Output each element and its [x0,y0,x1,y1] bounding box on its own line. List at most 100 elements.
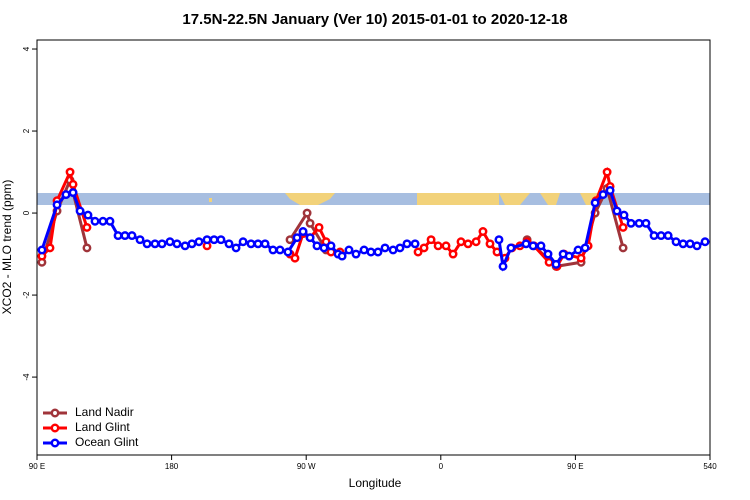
data-point [231,243,241,253]
legend-label: Ocean Glint [75,435,139,449]
data-point [494,235,504,245]
data-point [359,245,369,255]
data-point [82,222,92,232]
data-point [573,245,583,255]
data-point [105,216,115,226]
data-point [83,210,93,220]
data-point [678,239,688,249]
data-point [61,190,71,200]
data-point [209,235,219,245]
x-tick-label: 90 E [567,462,583,471]
y-tick-label: 2 [22,128,31,133]
data-point [380,243,390,253]
data-point [246,239,256,249]
data-point [478,227,488,236]
data-point [127,231,137,241]
data-point [172,239,182,249]
data-point [194,237,204,247]
data-point [298,227,308,236]
data-point [433,241,443,251]
data-point [165,237,175,247]
data-point [700,237,710,247]
legend-label: Land Glint [75,420,130,434]
data-point [290,253,300,263]
data-point [319,243,329,253]
y-tick-label: 4 [22,46,31,51]
data-point [142,239,152,249]
chart-title: 17.5N-22.5N January (Ver 10) 2015-01-01 … [182,11,567,28]
data-point [441,241,451,251]
data-point [224,239,234,249]
data-point [75,206,85,216]
data-point [253,239,263,249]
data-point [283,247,293,257]
data-point [426,235,436,245]
data-point [37,245,47,255]
x-axis-label: Longitude [349,476,402,490]
data-point [202,235,212,245]
data-point [373,247,383,257]
data-point [580,243,590,253]
data-point [590,198,600,208]
data-point [410,239,420,249]
data-point [413,247,423,257]
data-point [498,261,508,271]
data-point [268,245,278,255]
x-tick-label: 180 [165,462,179,471]
data-point [275,245,285,255]
legend-marker [50,423,60,433]
data-point [576,253,586,263]
data-point [180,241,190,251]
data-point [344,245,354,255]
data-point [671,237,681,247]
data-point [216,235,226,245]
data-point [135,235,145,245]
data-point [618,222,628,232]
data-point [618,243,628,253]
x-tick-label: 90 W [297,462,316,471]
data-point [120,231,130,241]
data-point [543,249,553,259]
data-point [456,237,466,247]
data-point [292,233,302,243]
data-point [238,237,248,247]
data-point [187,239,197,249]
data-point [506,243,516,253]
data-point [285,235,295,245]
data-point [90,216,100,226]
data-point [98,216,108,226]
data-point [68,179,78,189]
data-point [68,188,78,197]
data-point [663,231,673,241]
data-point [113,231,123,241]
data-point [45,243,55,253]
data-point [326,241,336,251]
data-point [402,239,412,249]
data-point [602,167,612,177]
x-tick-label: 540 [703,462,717,471]
data-point [564,251,574,261]
data-point [685,239,695,249]
plot-frame [36,39,711,456]
data-point [656,231,666,241]
y-axis-label: XCO2 - MLO trend (ppm) [0,180,14,315]
data-point [528,241,538,251]
data-point [612,206,622,216]
data-point [337,251,347,261]
data-point [314,222,324,232]
data-point [619,210,629,220]
data-point [305,218,315,228]
data-point [641,218,651,228]
data-point [463,239,473,249]
data-point [551,259,561,269]
data-point [388,245,398,255]
y-tick-label: -4 [22,373,31,381]
data-point [302,208,312,218]
x-tick-label: 90 E [29,462,45,471]
data-point [260,239,270,249]
x-tick-label: 0 [439,462,444,471]
data-point [485,239,495,249]
legend-label: Land Nadir [75,405,134,419]
data-point [419,243,429,253]
data-point [305,233,315,243]
